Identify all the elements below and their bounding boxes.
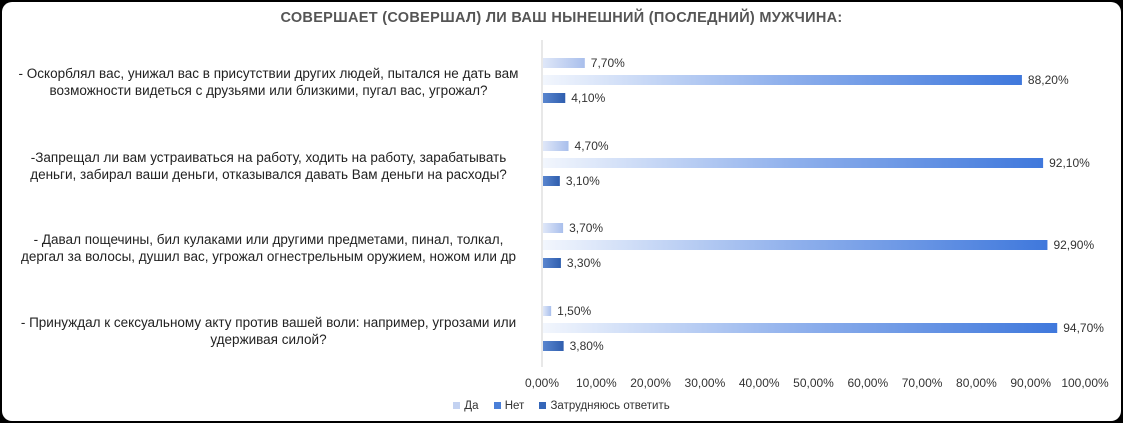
bar-net-1 xyxy=(543,75,1022,85)
x-tick-label-2: 20,00% xyxy=(630,376,671,390)
value-label-zat-3: 3,30% xyxy=(567,256,601,270)
bar-da-2 xyxy=(543,141,569,151)
bar-zat-3 xyxy=(543,258,561,268)
legend-label-net: Нет xyxy=(504,400,525,412)
category-label-3-line-1: - Давал пощечины, бил кулаками или други… xyxy=(33,232,504,247)
category-label-3-line-2: дергал за волосы, душил вас, угрожал огн… xyxy=(20,249,517,264)
value-label-net-3: 92,90% xyxy=(1053,238,1094,252)
category-label-4-line-1: - Принуждал к сексуальному акту против в… xyxy=(20,315,517,330)
value-label-da-2: 4,70% xyxy=(575,139,609,153)
x-tick-label-7: 70,00% xyxy=(902,376,943,390)
x-tick-label-5: 50,00% xyxy=(793,376,834,390)
category-label-2-line-1: -Запрещал ли вам устраиваться на работу,… xyxy=(30,150,507,165)
category-label-3: - Давал пощечины, бил кулаками или други… xyxy=(6,231,531,265)
category-label-2-line-2: деньги, забирал ваши деньги, отказывался… xyxy=(30,167,507,182)
bar-da-4 xyxy=(543,306,552,316)
value-label-zat-2: 3,10% xyxy=(566,174,600,188)
bar-net-2 xyxy=(543,158,1044,168)
value-label-da-4: 1,50% xyxy=(557,304,591,318)
bar-da-3 xyxy=(543,223,564,233)
legend-label-zat: Затрудняюсь ответить xyxy=(550,400,670,412)
x-tick-label-4: 40,00% xyxy=(739,376,780,390)
value-label-net-1: 88,20% xyxy=(1028,73,1069,87)
legend-label-da: Да xyxy=(464,400,479,412)
bar-net-4 xyxy=(543,323,1058,333)
bar-zat-4 xyxy=(543,341,564,351)
legend-item-zat: Затрудняюсь ответить xyxy=(539,400,670,412)
category-label-1-line-2: возможности видеться с друзьями или близ… xyxy=(49,83,488,98)
value-label-net-2: 92,10% xyxy=(1049,156,1090,170)
x-tick-label-8: 80,00% xyxy=(956,376,997,390)
legend-item-net: Нет xyxy=(493,400,525,412)
category-label-1-line-1: - Оскорблял вас, унижал вас в присутстви… xyxy=(18,66,519,81)
x-tick-label-3: 30,00% xyxy=(685,376,726,390)
bar-zat-1 xyxy=(543,93,566,103)
x-tick-label-6: 60,00% xyxy=(847,376,888,390)
x-tick-label-9: 90,00% xyxy=(1010,376,1051,390)
chart-title: СОВЕРШАЕТ (СОВЕРШАЛ) ЛИ ВАШ НЫНЕШНИЙ (ПО… xyxy=(280,10,843,26)
x-tick-label-0: 0,00% xyxy=(525,376,559,390)
value-label-da-3: 3,70% xyxy=(569,221,603,235)
value-label-zat-1: 4,10% xyxy=(571,91,605,105)
legend-item-da: Да xyxy=(453,400,478,412)
legend-swatch-net xyxy=(493,402,501,410)
x-tick-label-10: 100,00% xyxy=(1061,376,1109,390)
x-tick-label-1: 10,00% xyxy=(576,376,617,390)
category-label-1: - Оскорблял вас, унижал вас в присутстви… xyxy=(6,65,531,99)
value-label-da-1: 7,70% xyxy=(591,56,625,70)
bar-zat-2 xyxy=(543,176,560,186)
legend-swatch-zat xyxy=(539,402,547,410)
category-label-2: -Запрещал ли вам устраиваться на работу,… xyxy=(6,149,531,183)
value-label-zat-4: 3,80% xyxy=(570,339,604,353)
category-label-4: - Принуждал к сексуальному акту против в… xyxy=(6,314,531,348)
value-label-net-4: 94,70% xyxy=(1063,321,1104,335)
legend-swatch-da xyxy=(453,402,461,410)
legend: Да Нет Затрудняюсь ответить xyxy=(2,400,1121,412)
bar-net-3 xyxy=(543,240,1048,250)
category-label-4-line-2: удерживая силой? xyxy=(210,332,327,347)
bar-da-1 xyxy=(543,58,585,68)
